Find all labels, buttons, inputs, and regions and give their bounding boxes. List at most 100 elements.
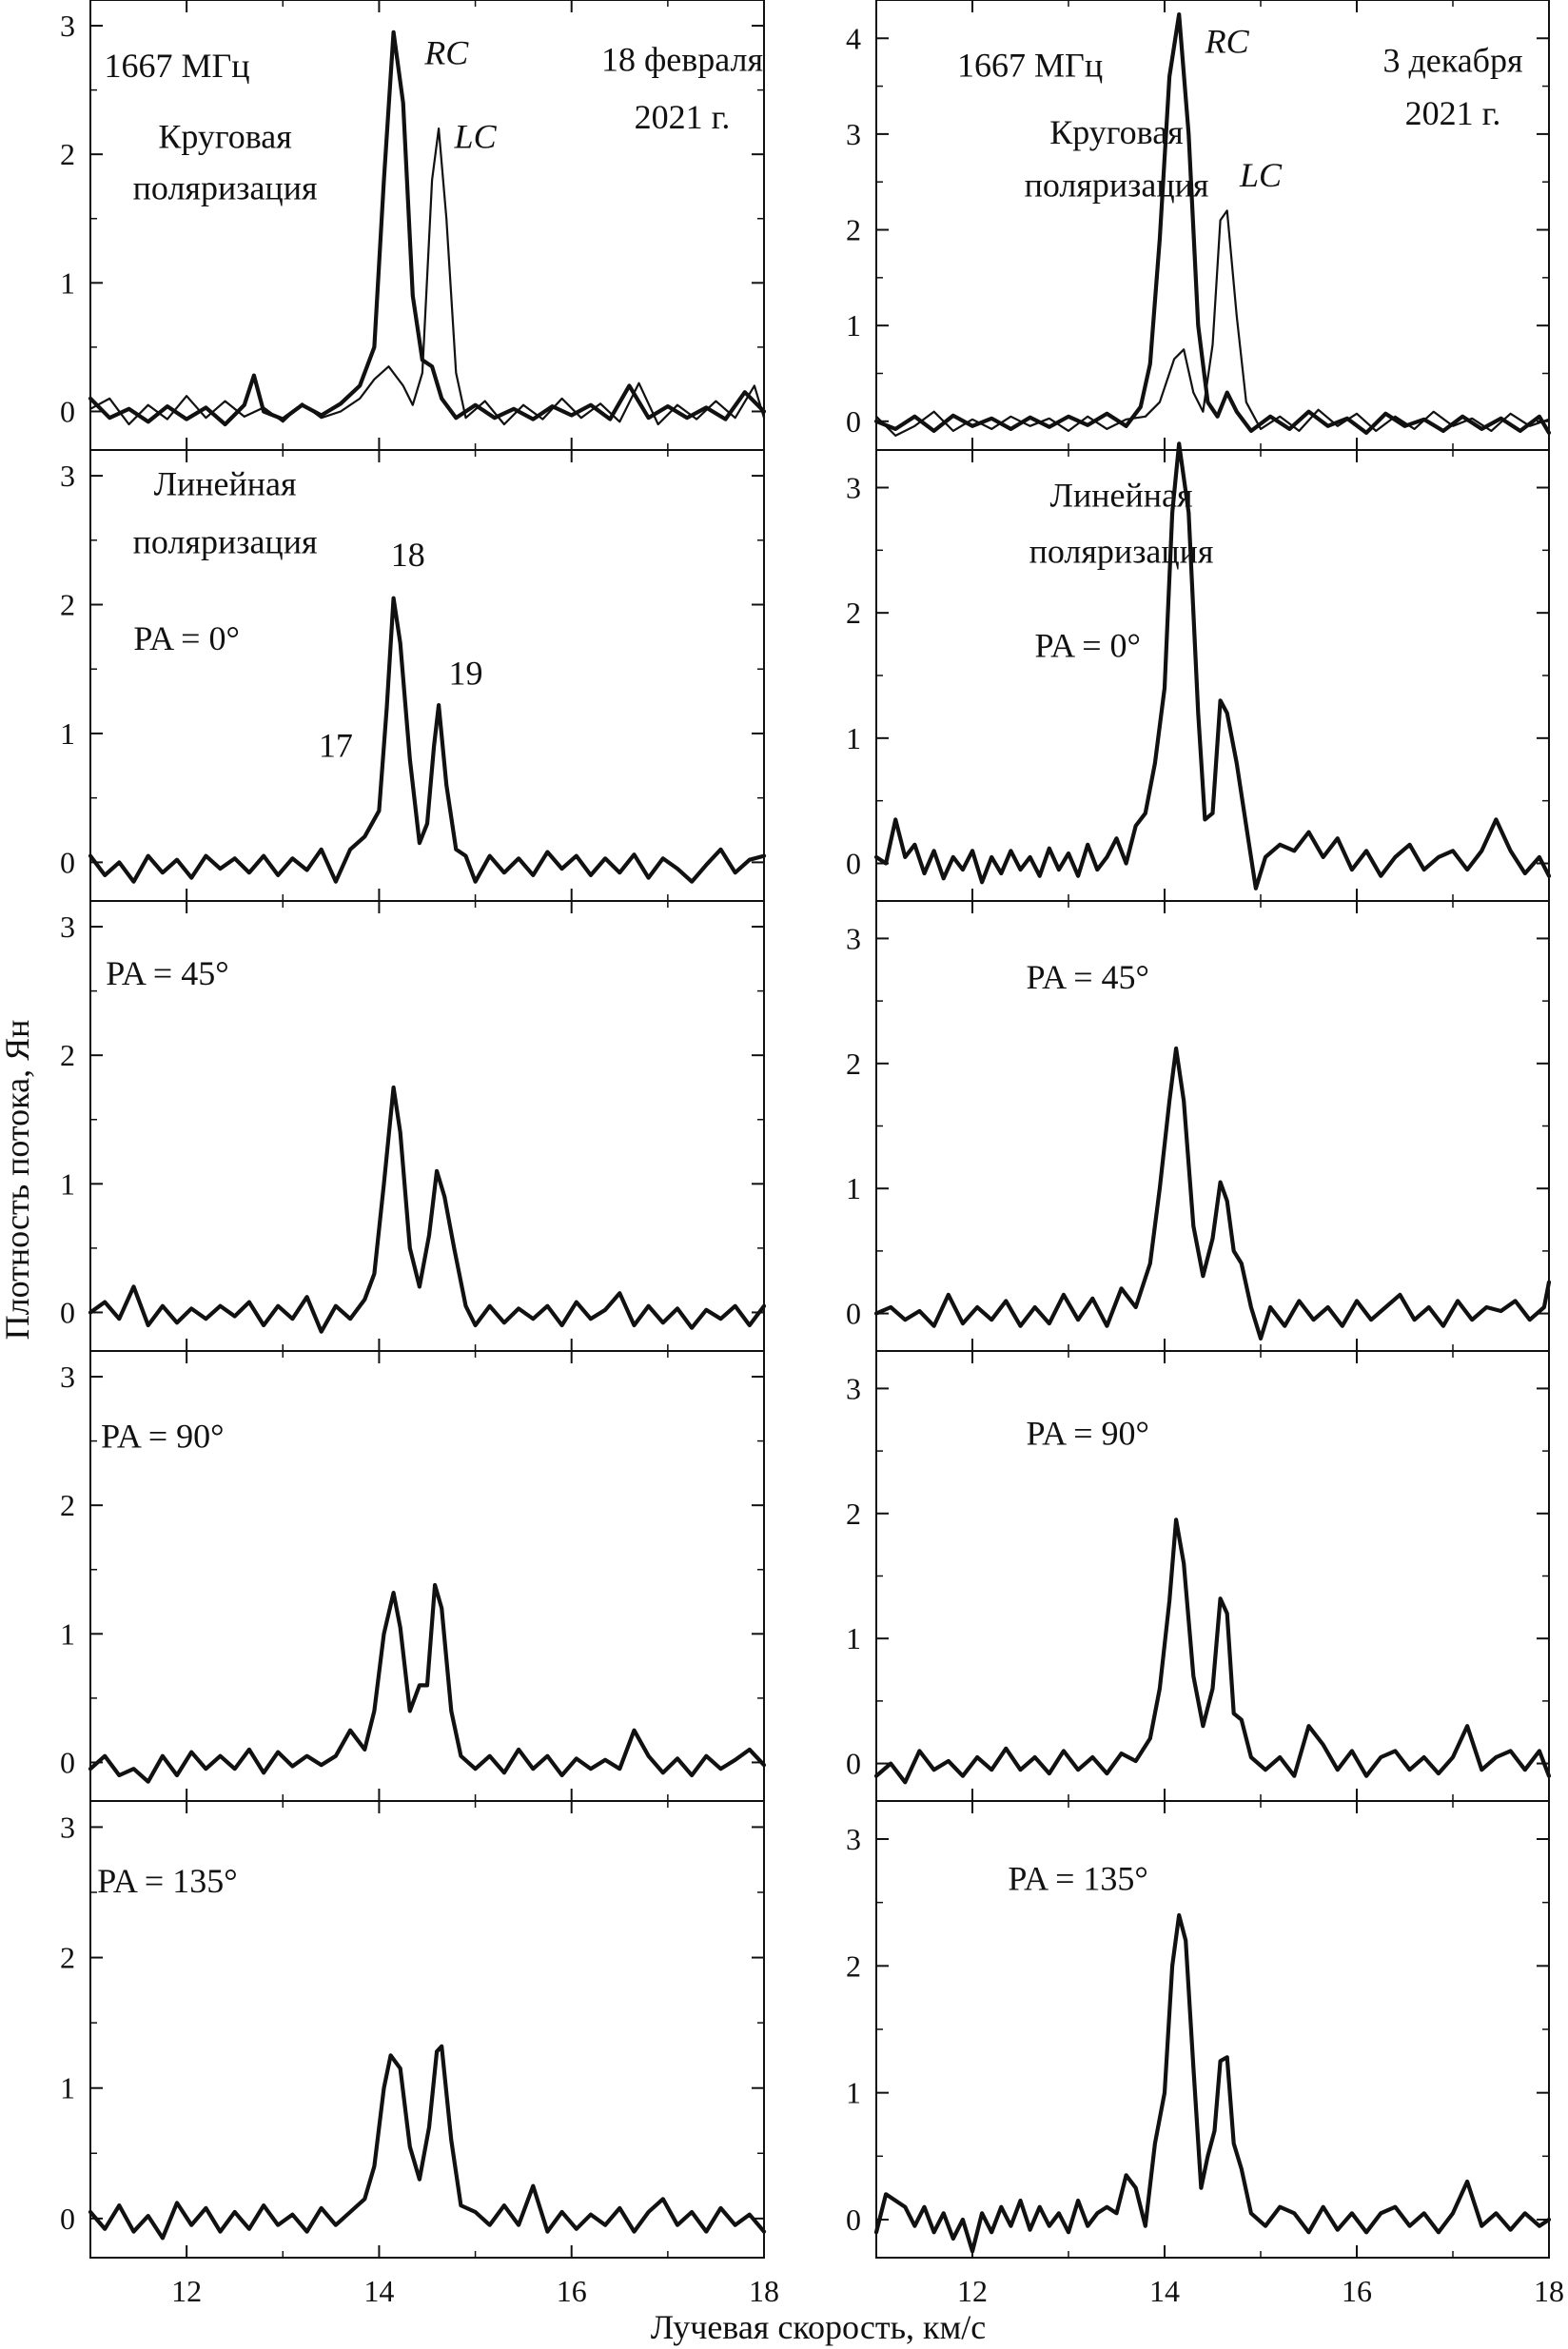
- panel-0-1: 0 1 2 3 Линейная поляризация PA = 0° 17 18 19: [60, 449, 767, 902]
- series-line: [873, 1912, 1552, 2254]
- x-axis-title: Лучевая скорость, км/с: [651, 2308, 987, 2346]
- x-tick-label: 14: [363, 2274, 394, 2308]
- y-tick-label: 0: [846, 2202, 861, 2237]
- panel-frame: [875, 1800, 1550, 2259]
- x-tick-label: 18: [749, 2274, 779, 2308]
- y-tick-label: 0: [60, 845, 75, 879]
- panel-annotation: PA = 0°: [133, 619, 239, 657]
- panel-1-1: 0 1 2 3 Линейная поляризация PA = 0°: [846, 441, 1552, 902]
- y-tick-label: 1: [60, 716, 75, 751]
- panel-annotation: Круговая: [1049, 113, 1183, 151]
- y-axis-title: Плотность потока, Ян: [0, 1020, 36, 1341]
- y-tick-label: 1: [60, 1166, 75, 1201]
- y-tick-label: 1: [846, 2076, 861, 2110]
- panel-annotation: Линейная: [1050, 476, 1193, 514]
- series-line-rc: [88, 29, 767, 427]
- y-tick-label: 2: [60, 137, 75, 171]
- series-line: [88, 596, 767, 884]
- panel-frame: [875, 1350, 1550, 1802]
- x-tick-label: 14: [1149, 2274, 1180, 2308]
- series-label-rc: RC: [423, 34, 469, 72]
- y-tick-label: 1: [846, 308, 861, 343]
- y-tick-label: 3: [60, 1810, 75, 1844]
- y-tick-label: 3: [60, 459, 75, 493]
- x-tick-label: 12: [171, 2274, 202, 2308]
- y-tick-label: 0: [846, 1297, 861, 1331]
- panel-frame: [875, 449, 1550, 902]
- y-tick-label: 3: [846, 117, 861, 151]
- panel-annotation: 2021 г.: [635, 98, 731, 136]
- panel-frame: [875, 900, 1550, 1352]
- series-line: [873, 1517, 1552, 1785]
- y-tick-label: 0: [60, 1295, 75, 1329]
- y-tick-label: 1: [60, 2071, 75, 2105]
- y-tick-label: 1: [846, 1171, 861, 1205]
- y-tick-label: 3: [60, 9, 75, 43]
- panel-annotation: 3 декабря: [1382, 41, 1522, 79]
- y-tick-label: 2: [60, 1488, 75, 1522]
- y-tick-label: 2: [60, 1941, 75, 1975]
- panel-annotation: PA = 135°: [1008, 1859, 1147, 1897]
- y-tick-label: 4: [846, 21, 861, 55]
- series-line-lc: [88, 127, 766, 426]
- panel-annotation: PA = 90°: [101, 1417, 224, 1455]
- y-tick-label: 2: [846, 1948, 861, 1983]
- panel-annotation: 18: [391, 536, 425, 574]
- panel-frame: [89, 449, 765, 902]
- panel-annotation: поляризация: [1025, 166, 1209, 204]
- y-tick-label: 2: [846, 213, 861, 247]
- y-tick-label: 3: [60, 1360, 75, 1394]
- y-tick-label: 2: [846, 1047, 861, 1081]
- y-tick-label: 3: [60, 910, 75, 944]
- panel-annotation: PA = 135°: [97, 1862, 237, 1900]
- x-tick-label: 16: [557, 2274, 587, 2308]
- y-tick-label: 2: [60, 1038, 75, 1072]
- y-tick-label: 0: [846, 404, 861, 439]
- y-tick-label: 3: [846, 1822, 861, 1856]
- panel-annotation: 17: [319, 726, 353, 764]
- y-tick-label: 2: [846, 1497, 861, 1531]
- panel-annotation: PA = 45°: [106, 954, 228, 992]
- panel-1-2: 0 1 2 3 PA = 45°: [846, 900, 1552, 1352]
- series-line: [88, 2044, 767, 2241]
- panel-annotation: 2021 г.: [1405, 94, 1501, 132]
- y-tick-label: 3: [846, 471, 861, 505]
- panel-1-3: 0 1 2 3 PA = 90°: [846, 1350, 1552, 1802]
- panel-annotation: Круговая: [158, 117, 291, 155]
- panel-annotation: 19: [448, 654, 482, 692]
- y-tick-label: 1: [60, 265, 75, 300]
- panel-annotation: 1667 МГц: [957, 47, 1103, 85]
- panel-annotation: 1667 МГц: [104, 47, 249, 85]
- series-line: [88, 1085, 767, 1334]
- panel-annotation: Линейная: [154, 464, 297, 502]
- panel-annotation: PA = 45°: [1026, 958, 1148, 996]
- panel-frame: [89, 1800, 765, 2259]
- x-tick-label: 18: [1534, 2274, 1564, 2308]
- series-line-rc: [873, 12, 1552, 435]
- x-tick-label: 16: [1342, 2274, 1372, 2308]
- series-label-lc: LC: [1239, 156, 1283, 194]
- panel-annotation: PA = 90°: [1026, 1415, 1148, 1453]
- panel-annotation: PA = 0°: [1034, 626, 1140, 664]
- panel-annotation: поляризация: [1029, 533, 1214, 571]
- y-tick-label: 1: [846, 721, 861, 755]
- y-tick-label: 0: [846, 1747, 861, 1781]
- panel-0-3: 0 1 2 3 PA = 90°: [60, 1350, 767, 1802]
- y-tick-label: 0: [60, 1745, 75, 1779]
- panel-0-0: 0 1 2 3 RC LC 1667 МГц Круговая поляризация 18 фе…: [60, 0, 767, 451]
- panel-1-0: 0 1 2 3 4 RC LC 1667 МГц Круговая поляризация 3 де…: [846, 0, 1552, 451]
- y-tick-label: 3: [846, 921, 861, 955]
- y-tick-label: 0: [846, 847, 861, 881]
- series-line-lc: [874, 209, 1551, 437]
- panel-annotation: поляризация: [133, 168, 318, 206]
- y-tick-label: 2: [846, 596, 861, 630]
- y-tick-label: 2: [60, 588, 75, 622]
- series-line: [88, 1582, 767, 1784]
- y-tick-label: 1: [846, 1621, 861, 1655]
- panel-0-2: 0 1 2 3 PA = 45°: [60, 900, 767, 1352]
- y-tick-label: 0: [60, 2202, 75, 2236]
- y-tick-label: 1: [60, 1616, 75, 1651]
